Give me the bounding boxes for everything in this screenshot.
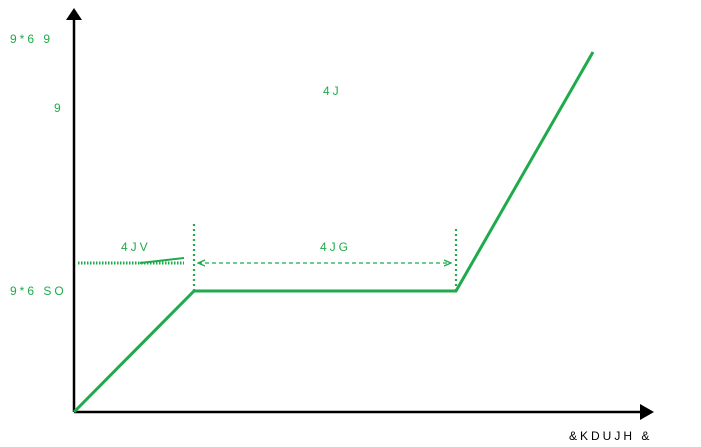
x-axis-label: &KDUJH & [569,429,652,443]
region-label-mid: 4JG [320,240,351,254]
region-label-top: 4J [323,84,342,98]
y-axis-sublabel: 9 [54,101,64,115]
y-axis-label: 9*6 9 [10,32,53,46]
x-axis-arrowhead [640,404,654,420]
region-label-left: 4JV [121,240,151,254]
y-axis-arrowhead [66,8,82,20]
dimension-arrow-left-tip [139,257,185,264]
level-label: 9*6 SO [10,284,67,298]
characteristic-curve [72,51,595,414]
